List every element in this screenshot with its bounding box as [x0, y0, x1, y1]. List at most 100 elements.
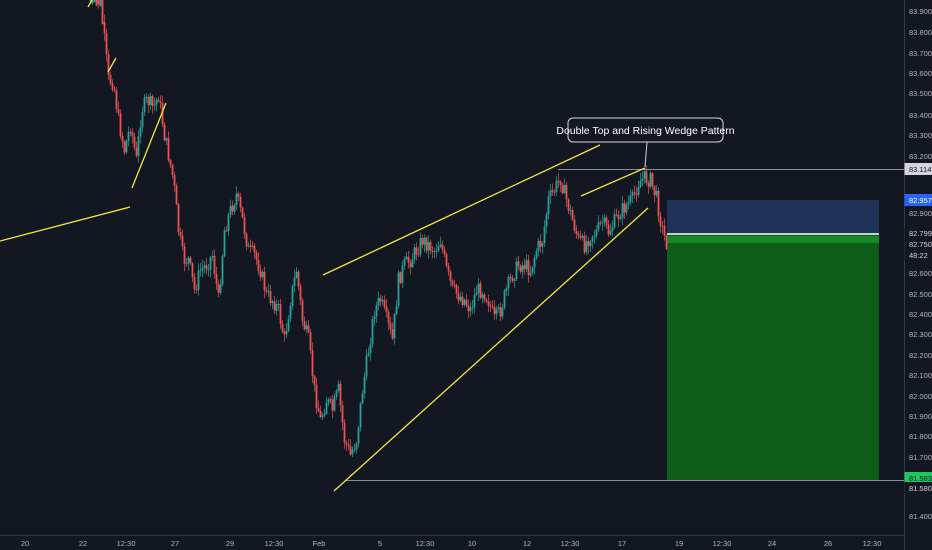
candle-bearish	[349, 446, 352, 455]
candle-bearish	[509, 277, 512, 279]
candle-bearish	[115, 90, 118, 110]
candle-bearish	[109, 75, 112, 84]
long-term-rising-trendline[interactable]	[0, 206, 131, 242]
candle-bullish	[287, 319, 290, 331]
candle-bearish	[329, 399, 332, 401]
candle-bullish	[323, 413, 326, 416]
candle-bullish	[639, 180, 642, 187]
candle-bearish	[447, 265, 450, 272]
time-tick-label: 12:30	[117, 539, 136, 548]
candle-bearish	[249, 245, 252, 247]
candle-bullish	[649, 173, 652, 187]
flag-trendline[interactable]	[107, 57, 117, 73]
candle-bearish	[307, 325, 310, 333]
candle-bullish	[609, 230, 612, 235]
annotation-callout[interactable]: Double Top and Rising Wedge Pattern	[556, 117, 735, 168]
candle-bullish	[375, 305, 378, 317]
candle-bullish	[261, 271, 264, 278]
candle-bearish	[171, 164, 174, 175]
candle-bullish	[397, 272, 400, 306]
time-tick-label: 12:30	[713, 539, 732, 548]
price-tick-label: 82.500	[909, 290, 932, 299]
candle-bullish	[613, 214, 616, 228]
stop-loss-zone[interactable]	[667, 200, 879, 234]
candle-bullish	[497, 307, 500, 309]
candle-bearish	[265, 290, 268, 292]
wedge-upper-trendline[interactable]	[322, 144, 601, 276]
price-tick-label: 82.400	[909, 310, 932, 319]
time-tick-label: 10	[468, 539, 476, 548]
time-tick-label: 27	[171, 539, 179, 548]
candle-bullish	[591, 236, 594, 242]
candle-bullish	[569, 209, 572, 211]
candle-bullish	[405, 256, 408, 259]
trendline-segment[interactable]	[87, 0, 93, 8]
rising-support-trendline[interactable]	[131, 102, 167, 189]
candle-bullish	[643, 171, 646, 179]
candle-bullish	[285, 330, 288, 335]
candle-bullish	[513, 279, 516, 281]
time-tick-label: 19	[675, 539, 683, 548]
short-position-tool[interactable]	[667, 200, 879, 480]
candle-bearish	[303, 321, 306, 330]
candle-bullish	[463, 299, 466, 305]
time-tick-label: 24	[768, 539, 776, 548]
candle-bearish	[659, 216, 662, 226]
candle-bearish	[173, 174, 176, 186]
candle-bullish	[435, 250, 438, 252]
candle-bearish	[163, 124, 166, 141]
price-tick-label: 81.900	[909, 412, 932, 421]
candle-bullish	[91, 0, 94, 4]
candle-bearish	[217, 284, 220, 293]
candle-bullish	[589, 241, 592, 247]
candle-bearish	[665, 235, 668, 249]
candle-bearish	[253, 245, 256, 253]
candle-bearish	[301, 300, 304, 322]
candle-bearish	[343, 422, 346, 443]
profit-zone-highlight	[667, 236, 879, 243]
candle-bearish	[599, 222, 602, 224]
candle-bearish	[465, 299, 468, 306]
candle-bullish	[277, 303, 280, 305]
candle-bearish	[417, 254, 420, 256]
price-tick-label: 82.200	[909, 351, 932, 360]
candle-bearish	[461, 296, 464, 305]
candle-bullish	[529, 272, 532, 276]
candle-bearish	[195, 289, 198, 291]
price-axis[interactable]: 83.900 83.800 83.700 83.600 83.500 83.400 83.3…	[904, 0, 932, 550]
take-profit-zone[interactable]	[667, 234, 879, 480]
candle-bullish	[203, 265, 206, 268]
time-axis[interactable]: 20 22 12:30 27 29 12:30 Feb 5 12:30 10 12 12:30 17 19…	[0, 535, 904, 549]
candle-bearish	[457, 293, 460, 301]
candle-bearish	[101, 0, 104, 25]
price-tick-label: 82.300	[909, 330, 932, 339]
candle-bearish	[317, 407, 320, 412]
time-tick-label: Feb	[313, 539, 326, 548]
candle-bullish	[437, 246, 440, 251]
candle-bearish	[617, 214, 620, 220]
secondary-top-trendline[interactable]	[580, 167, 646, 197]
candle-bullish	[371, 318, 374, 345]
candle-bullish	[381, 300, 384, 302]
callout-pointer	[644, 141, 648, 168]
trendlines[interactable]	[0, 0, 649, 492]
candle-bullish	[535, 251, 538, 258]
candle-bearish	[257, 259, 260, 272]
candle-bearish	[443, 249, 446, 255]
wedge-lower-trendline[interactable]	[333, 207, 649, 492]
candle-bearish	[273, 301, 276, 311]
candle-bearish	[313, 376, 316, 385]
price-tag-label: 81.583	[909, 474, 932, 483]
price-tick-label: 83.300	[909, 131, 932, 140]
price-tag	[904, 482, 932, 494]
candle-bearish	[385, 306, 388, 313]
candle-bearish	[159, 101, 162, 103]
candle-bullish	[427, 242, 430, 251]
candle-bullish	[549, 190, 552, 197]
candle-bearish	[175, 185, 178, 205]
candle-bullish	[93, 0, 96, 3]
candle-bearish	[97, 0, 100, 5]
candle-bearish	[557, 180, 560, 182]
price-tag-label: 83.114	[909, 165, 931, 174]
